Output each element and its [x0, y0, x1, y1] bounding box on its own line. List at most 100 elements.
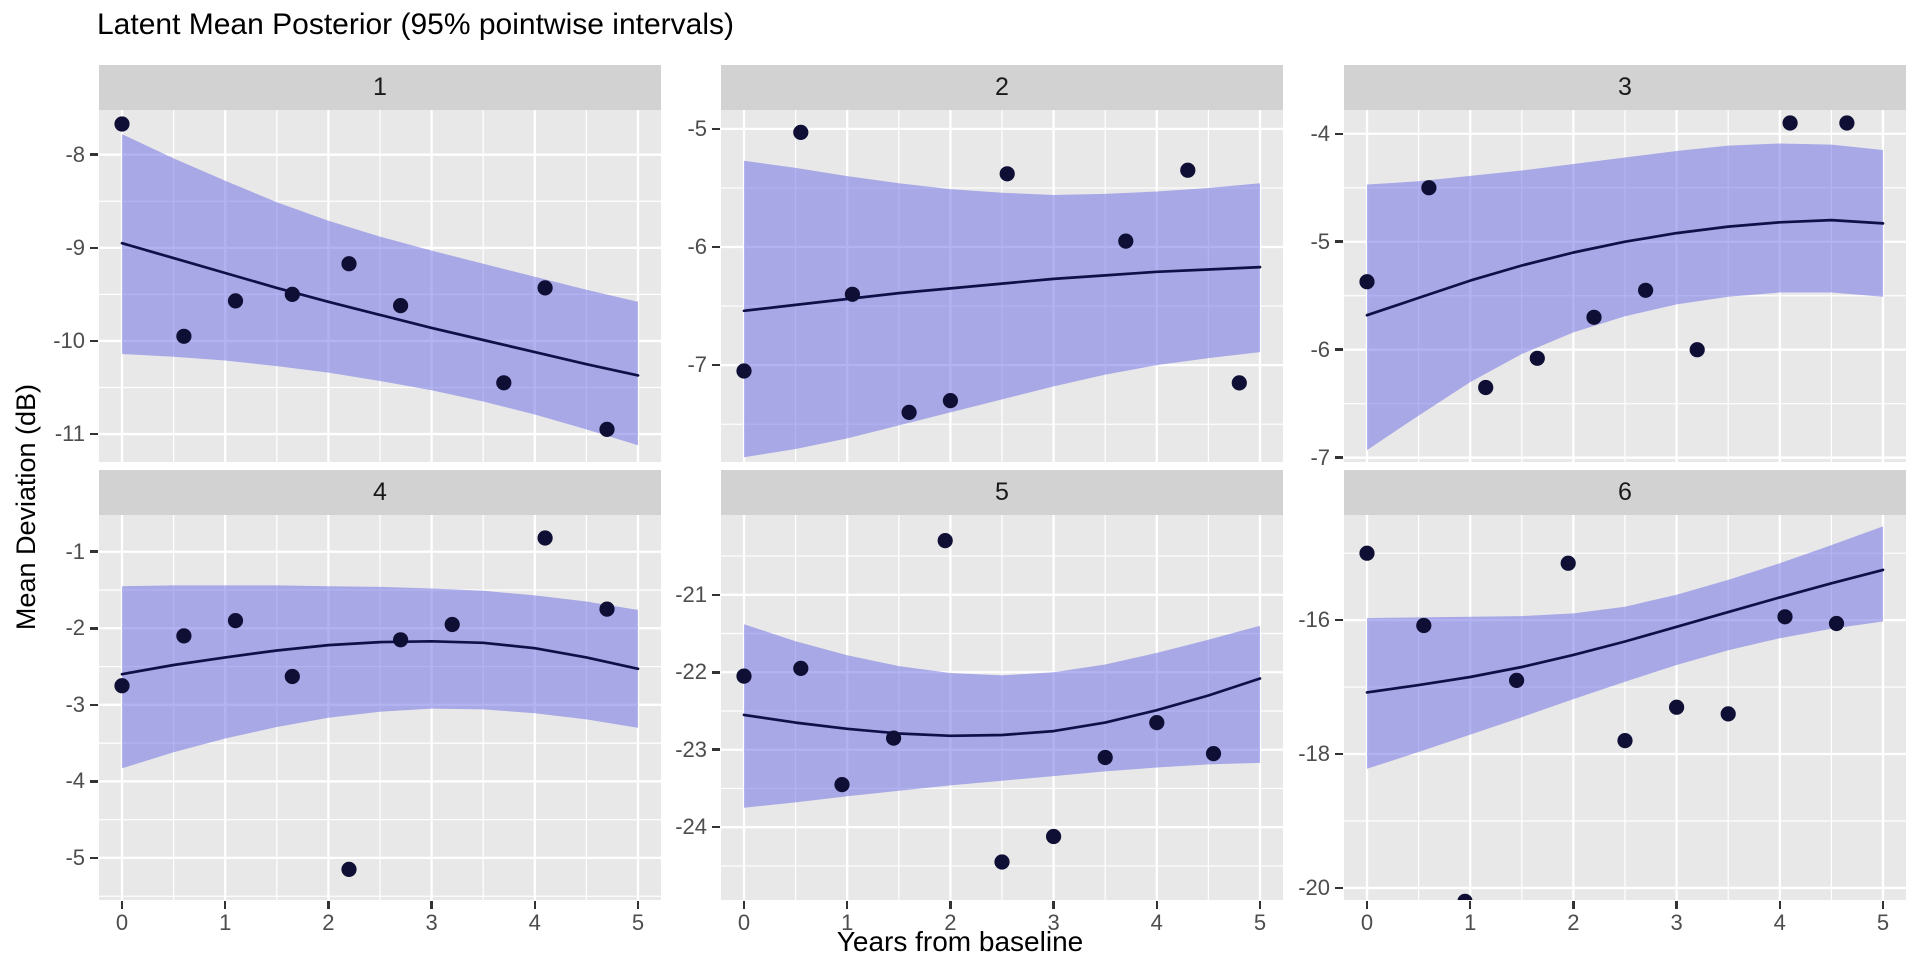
data-point: [1097, 749, 1113, 766]
x-tick-mark: [533, 901, 537, 909]
data-point: [1421, 180, 1437, 196]
facet-strip-label: 1: [373, 73, 387, 101]
data-point: [834, 777, 850, 793]
x-tick-mark: [742, 901, 746, 909]
y-tick-label: -24: [675, 814, 707, 840]
y-tick-label: -5: [1310, 228, 1330, 254]
data-point: [1560, 555, 1576, 571]
data-point: [999, 166, 1015, 182]
data-point: [1638, 282, 1654, 298]
y-tick-mark: [712, 593, 720, 597]
x-tick-label: 5: [1253, 910, 1267, 935]
data-point: [1529, 350, 1545, 366]
y-tick-label: -5: [65, 844, 85, 870]
facet-strip: 6: [1344, 470, 1906, 515]
y-tick-mark: [90, 856, 98, 860]
data-point: [736, 668, 752, 684]
posterior-mean-line: [1365, 218, 1885, 317]
y-tick-label: -16: [1298, 607, 1330, 633]
panel-plot: [721, 110, 1283, 462]
data-point: [1359, 274, 1375, 290]
y-tick-label: -4: [65, 768, 85, 794]
y-tick-mark: [1335, 456, 1343, 459]
data-point: [1457, 893, 1473, 900]
y-tick-mark: [1335, 618, 1343, 622]
data-point: [114, 678, 130, 694]
facet-strip: 3: [1344, 65, 1906, 110]
x-tick-label: 4: [1773, 910, 1786, 935]
data-point: [284, 668, 300, 685]
x-tick-mark: [1778, 901, 1782, 909]
y-tick-label: -18: [1298, 741, 1330, 767]
data-point: [341, 256, 357, 272]
data-point: [1149, 715, 1165, 731]
x-tick-mark: [1052, 901, 1055, 909]
y-tick-mark: [90, 550, 98, 553]
x-tick-label: 0: [737, 910, 751, 935]
data-point: [1180, 162, 1196, 178]
x-tick-mark: [1258, 901, 1262, 909]
data-point: [994, 854, 1010, 870]
x-tick-mark: [120, 901, 124, 909]
chart-title: Latent Mean Posterior (95% pointwise int…: [97, 8, 734, 41]
interval-ribbon: [122, 134, 638, 446]
data-point: [1689, 342, 1705, 358]
x-tick-label: 4: [528, 910, 541, 935]
y-tick-label: -6: [1310, 336, 1330, 362]
x-tick-label: 3: [1670, 910, 1683, 935]
data-point: [942, 393, 958, 409]
x-tick-label: 3: [425, 910, 438, 935]
data-point: [1416, 617, 1432, 634]
data-point: [793, 660, 809, 676]
facet-strip: 1: [99, 65, 661, 110]
data-point: [393, 632, 409, 648]
data-point: [1617, 733, 1633, 749]
x-tick-label: 5: [1876, 910, 1890, 935]
x-tick-mark: [1365, 901, 1369, 909]
facet-strip: 5: [721, 470, 1283, 515]
x-tick-mark: [1155, 901, 1159, 909]
facet-strip-label: 2: [995, 73, 1009, 101]
y-tick-mark: [712, 825, 720, 829]
data-point: [537, 280, 553, 296]
y-tick-mark: [90, 339, 98, 343]
facet-strip-label: 4: [373, 478, 387, 506]
panel-plot: [99, 110, 661, 462]
data-point: [1777, 609, 1793, 625]
data-point: [736, 363, 752, 379]
y-tick-label: -20: [1298, 874, 1330, 900]
facet-strip-label: 3: [1618, 73, 1632, 101]
data-point: [886, 730, 902, 746]
data-point: [227, 613, 244, 629]
posterior-mean-line: [742, 677, 1262, 738]
y-tick-mark: [712, 671, 720, 674]
x-tick-mark: [430, 901, 433, 909]
y-tick-mark: [90, 627, 98, 630]
data-point: [1586, 309, 1602, 325]
y-axis-title: Mean Deviation (dB): [11, 383, 41, 631]
y-tick-label: -1: [65, 538, 85, 564]
data-point: [284, 286, 300, 302]
x-tick-mark: [845, 901, 849, 909]
y-tick-label: -7: [1310, 444, 1330, 470]
y-tick-label: -7: [687, 352, 707, 378]
y-tick-mark: [1335, 752, 1343, 756]
y-tick-mark: [90, 432, 98, 436]
facet-strip-label: 5: [995, 478, 1009, 506]
x-tick-mark: [223, 901, 227, 909]
posterior-mean-line: [742, 265, 1262, 313]
x-tick-mark: [1468, 901, 1472, 909]
data-point: [599, 601, 615, 617]
y-tick-label: -21: [675, 581, 707, 607]
data-point: [1118, 233, 1134, 249]
x-tick-mark: [1572, 901, 1575, 909]
data-point: [1720, 706, 1736, 722]
x-tick-label: 2: [322, 910, 335, 935]
y-tick-mark: [712, 363, 720, 367]
posterior-mean-line: [120, 639, 640, 676]
data-point: [176, 328, 192, 344]
y-tick-label: -8: [65, 141, 85, 167]
y-tick-mark: [712, 748, 720, 751]
x-tick-label: 2: [1567, 910, 1580, 935]
